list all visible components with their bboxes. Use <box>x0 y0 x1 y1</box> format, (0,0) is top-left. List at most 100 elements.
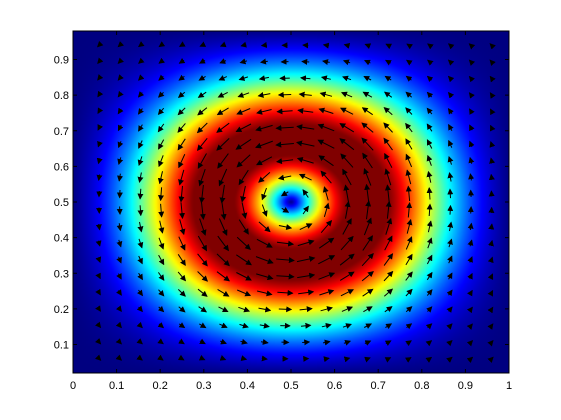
quiver-arrow <box>426 75 434 82</box>
quiver-arrow <box>117 141 124 149</box>
quiver-arrow <box>297 272 316 279</box>
quiver-arrow <box>178 153 186 169</box>
quiver-arrow <box>157 107 165 116</box>
quiver-arrow <box>340 235 354 251</box>
quiver-arrow <box>385 323 393 330</box>
quiver-arrow <box>343 43 351 49</box>
quiver-arrow <box>137 205 144 217</box>
quiver-arrow <box>426 254 433 265</box>
quiver-arrow <box>94 338 102 345</box>
x-tick-label: 0.8 <box>414 380 429 392</box>
quiver-arrow <box>487 273 494 280</box>
quiver-arrow <box>177 289 186 297</box>
quiver-arrow <box>343 339 352 346</box>
quiver-arrow <box>320 170 332 184</box>
quiver-arrow <box>426 220 433 233</box>
quiver-arrow <box>95 256 102 264</box>
quiver-arrow <box>487 339 494 347</box>
quiver-arrow <box>384 306 393 313</box>
quiver-arrow <box>216 138 230 151</box>
quiver-arrow <box>466 306 473 314</box>
x-tick-label: 0.7 <box>371 380 386 392</box>
quiver-arrow <box>179 202 186 220</box>
quiver-arrow <box>317 139 335 149</box>
quiver-arrow <box>238 219 249 235</box>
quiver-arrow <box>178 338 185 345</box>
quiver-arrow <box>363 76 372 82</box>
quiver-arrow <box>426 139 433 149</box>
quiver-arrow <box>297 239 315 247</box>
x-tick-label: 0.9 <box>458 380 473 392</box>
quiver-arrow <box>448 123 454 131</box>
quiver-arrow <box>318 255 336 265</box>
quiver-arrow <box>426 123 433 132</box>
quiver-arrow <box>197 91 207 98</box>
quiver-arrow <box>199 41 207 47</box>
quiver-arrow <box>256 108 272 115</box>
quiver-arrow <box>342 218 352 235</box>
quiver-arrow <box>323 202 330 218</box>
quiver-arrow <box>383 288 394 297</box>
quiver-arrow <box>157 354 164 361</box>
quiver-arrow <box>116 289 122 296</box>
quiver-arrow <box>302 205 309 215</box>
quiver-arrow <box>260 41 268 48</box>
quiver-arrow <box>236 254 252 266</box>
quiver-arrow <box>405 340 412 347</box>
quiver-arrow <box>96 157 103 165</box>
quiver-arrow <box>365 200 372 220</box>
quiver-arrow <box>406 218 413 234</box>
quiver-arrow <box>257 91 271 98</box>
quiver-arrow <box>340 289 354 297</box>
y-tick-label: 0.5 <box>54 197 69 209</box>
quiver-arrow <box>447 188 454 199</box>
quiver-arrow <box>217 153 229 169</box>
quiver-arrow <box>97 74 104 81</box>
quiver-arrow <box>258 172 271 183</box>
quiver-arrow <box>361 122 374 133</box>
quiver-arrow <box>261 204 268 217</box>
quiver-arrow <box>469 108 475 115</box>
quiver-arrow <box>344 200 351 219</box>
quiver-arrow <box>487 306 494 314</box>
quiver-arrow <box>157 322 165 329</box>
quiver-arrow <box>220 201 227 221</box>
quiver-arrow <box>158 203 165 218</box>
x-axis: 0 0.1 0.2 0.3 0.4 0.5 0.6 0.7 0.8 0.9 1 <box>70 31 512 392</box>
quiver-arrow <box>383 91 393 98</box>
quiver-arrow <box>95 223 102 231</box>
quiver-arrow <box>158 74 165 81</box>
quiver-arrow <box>198 306 208 313</box>
quiver-arrow <box>447 91 455 99</box>
quiver-arrow <box>137 172 144 183</box>
quiver-arrow <box>383 122 393 133</box>
quiver-arrow <box>218 168 228 187</box>
quiver-arrow <box>137 272 143 281</box>
quiver-arrow <box>197 271 209 282</box>
quiver-arrow <box>97 140 103 148</box>
quiver-arrow <box>405 107 413 115</box>
quiver-arrow <box>342 168 352 186</box>
quiver-arrow <box>117 124 124 132</box>
quiver-arrow <box>319 91 333 98</box>
quiver-arrow <box>339 271 355 281</box>
quiver-arrow <box>426 91 434 99</box>
quiver-arrow <box>255 124 273 132</box>
quiver-arrow <box>322 59 330 65</box>
quiver-arrow <box>405 122 413 133</box>
quiver-arrow <box>219 322 228 329</box>
quiver-arrow <box>296 140 315 147</box>
quiver-arrow <box>256 156 273 166</box>
quiver-arrow <box>489 75 496 83</box>
quiver-arrow <box>178 169 185 186</box>
quiver-arrow <box>277 174 292 181</box>
quiver-arrow <box>467 256 473 263</box>
quiver-arrow <box>302 339 311 346</box>
quiver-arrow <box>426 306 433 313</box>
x-tick-label: 0.6 <box>327 380 342 392</box>
quiver-arrow <box>117 173 123 182</box>
quiver-arrow <box>178 41 186 47</box>
quiver-arrow <box>405 185 412 202</box>
quiver-arrow <box>157 272 165 281</box>
